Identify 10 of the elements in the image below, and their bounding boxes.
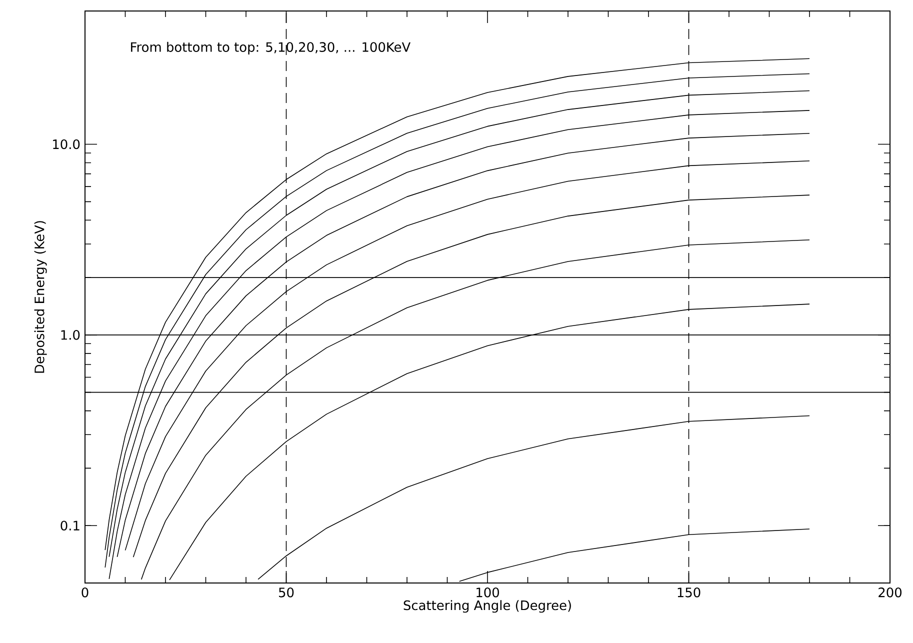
y-tick-label: 0.1 [60, 520, 80, 531]
x-tick-label: 0 [82, 588, 88, 598]
x-tick-label: 200 [878, 588, 902, 598]
x-axis-title: Scattering Angle (Degree) [404, 600, 571, 613]
x-tick-label: 100 [476, 588, 499, 598]
x-tick-label: 150 [678, 588, 700, 598]
x-tick-label: 50 [279, 588, 294, 598]
y-axis-title: Deposited Energy (KeV) [34, 221, 47, 373]
y-tick-label: 1.0 [61, 330, 80, 340]
y-tick-label: 10.0 [53, 139, 80, 150]
